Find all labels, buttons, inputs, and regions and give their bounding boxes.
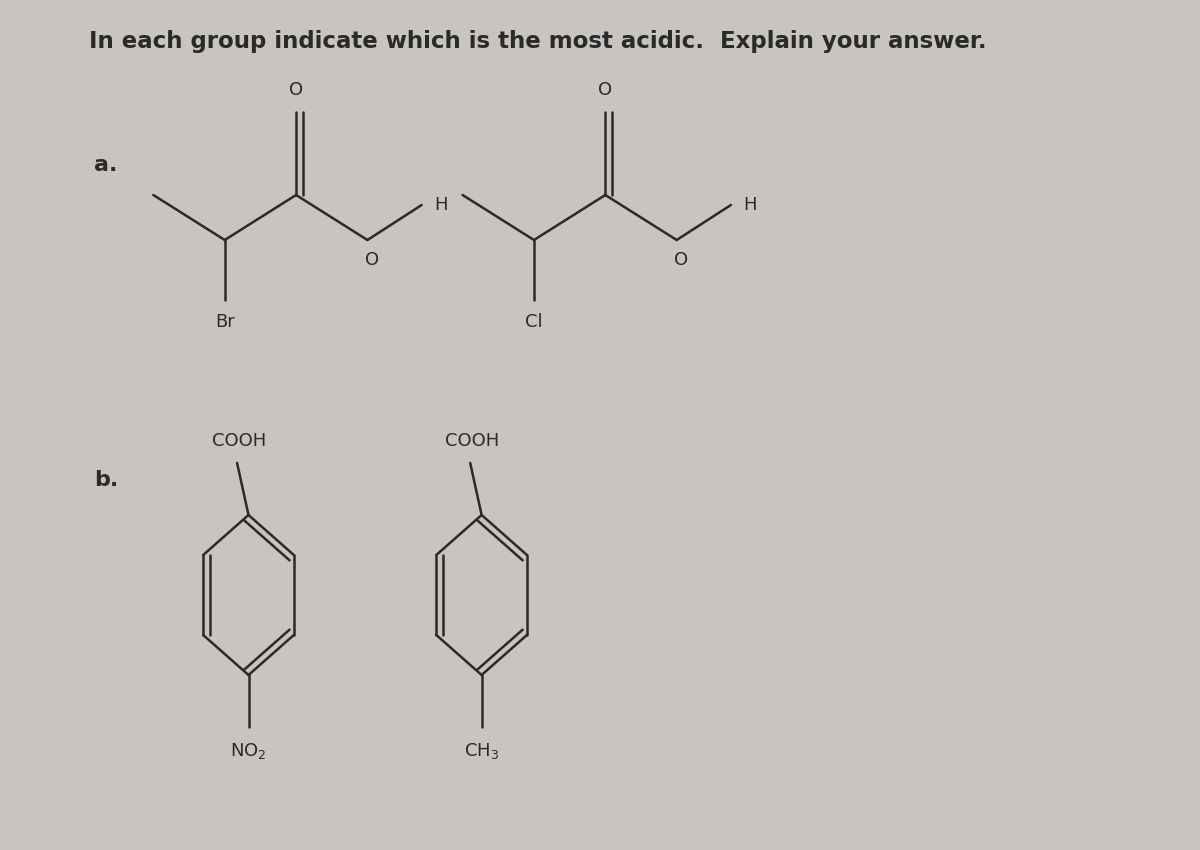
Text: COOH: COOH [212,432,266,450]
Text: Cl: Cl [526,313,542,331]
Text: b.: b. [95,470,119,490]
Text: COOH: COOH [445,432,499,450]
Text: O: O [674,251,689,269]
Text: H: H [434,196,448,214]
Text: O: O [599,81,612,99]
Text: H: H [743,196,757,214]
Text: NO$_2$: NO$_2$ [230,741,266,761]
Text: In each group indicate which is the most acidic.  Explain your answer.: In each group indicate which is the most… [89,30,986,53]
Text: O: O [365,251,379,269]
Text: a.: a. [95,155,118,175]
Text: O: O [289,81,304,99]
Text: Br: Br [215,313,234,331]
Text: CH$_3$: CH$_3$ [464,741,499,761]
